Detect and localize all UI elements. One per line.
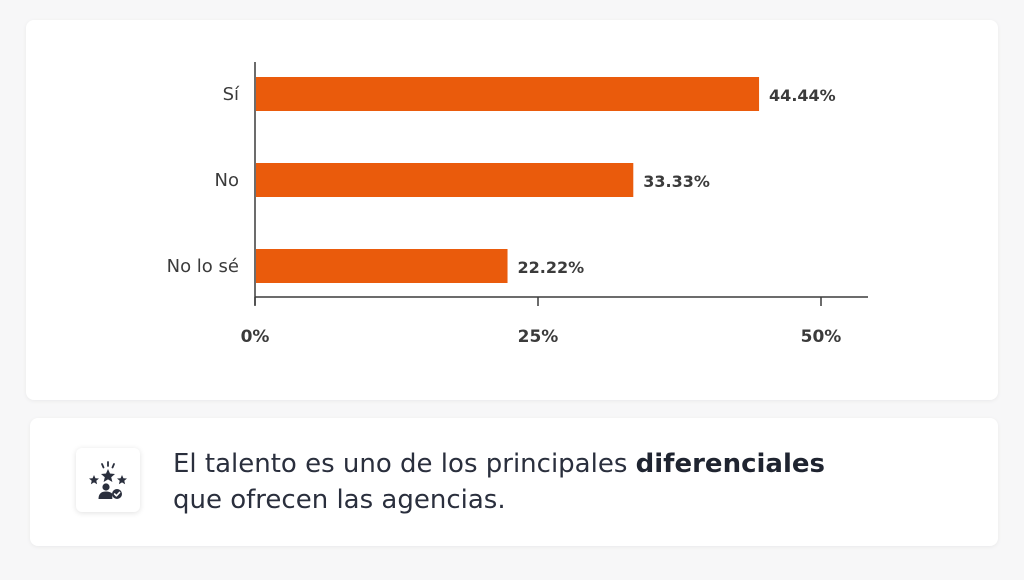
- award-stars-person-icon: [89, 461, 127, 499]
- category-label: No: [215, 170, 239, 191]
- insight-card: El talento es uno de los principales dif…: [30, 418, 998, 546]
- x-tick-label: 0%: [241, 327, 270, 347]
- value-label: 33.33%: [643, 172, 710, 191]
- insight-text-start: El talento es uno de los principales: [173, 449, 636, 479]
- value-label: 44.44%: [769, 86, 836, 105]
- bar: [256, 249, 508, 283]
- insight-text: El talento es uno de los principales dif…: [173, 446, 973, 518]
- bar-chart: 0% 25% 50% Sí 44.44% No 33.33% No lo sé 22.22%: [167, 62, 868, 347]
- x-tick-label: 50%: [801, 327, 842, 347]
- chart-card: 0% 25% 50% Sí 44.44% No 33.33% No lo sé 22.22%: [26, 20, 998, 400]
- bar: [256, 163, 634, 197]
- bar: [256, 77, 760, 111]
- category-label: No lo sé: [167, 256, 239, 277]
- insight-text-highlight: diferenciales: [635, 449, 825, 479]
- category-label: Sí: [223, 84, 240, 105]
- value-label: 22.22%: [518, 258, 585, 277]
- insight-text-end: que ofrecen las agencias.: [173, 485, 506, 515]
- insight-icon-box: [76, 448, 140, 512]
- x-tick-label: 25%: [518, 327, 559, 347]
